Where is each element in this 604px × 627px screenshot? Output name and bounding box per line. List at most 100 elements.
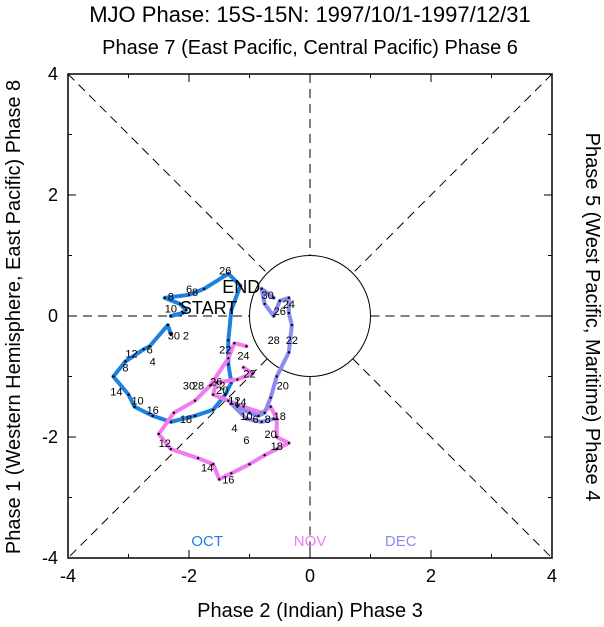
y-tick-label: -2 — [42, 427, 58, 447]
y-tick-label: -4 — [42, 548, 58, 568]
data-point — [178, 302, 182, 306]
x-axis-label: Phase 2 (Indian) Phase 3 — [197, 600, 423, 622]
day-label: 12 — [228, 396, 240, 408]
day-label: 22 — [243, 368, 255, 380]
day-label: 10 — [131, 396, 143, 408]
data-point — [272, 296, 275, 300]
day-label: 28 — [268, 335, 280, 347]
day-label: 6 — [252, 414, 258, 426]
day-label: 28 — [192, 381, 204, 393]
y-tick-label: 0 — [48, 306, 58, 326]
end-label: END — [222, 277, 260, 297]
data-point — [251, 372, 254, 375]
x-tick-label: 0 — [305, 566, 315, 586]
data-point — [245, 345, 248, 348]
day-label: 14 — [110, 387, 122, 399]
data-point — [269, 405, 272, 408]
day-label: 24 — [283, 299, 295, 311]
day-label: 26 — [219, 266, 231, 278]
data-point — [287, 311, 291, 315]
data-point — [112, 375, 115, 378]
data-point — [124, 360, 127, 363]
data-point — [151, 414, 154, 418]
data-point — [245, 417, 248, 421]
data-point — [227, 363, 230, 366]
data-point — [227, 357, 230, 360]
unit-circle — [249, 255, 371, 377]
data-point — [239, 284, 242, 287]
x-tick-label: -4 — [60, 566, 76, 586]
chart-title: MJO Phase: 15S-15N: 1997/10/1-1997/12/31 — [89, 2, 531, 27]
day-label: 20 — [216, 385, 228, 397]
day-label: 18 — [274, 411, 286, 423]
y-tick-label: 4 — [48, 64, 58, 84]
phase-diagonal-line — [67, 73, 268, 274]
right-axis-label: Phase 5 (West Pacific, Maritime) Phase 4 — [581, 133, 603, 502]
day-label: 16 — [222, 474, 234, 486]
data-point — [272, 314, 275, 318]
data-point — [127, 393, 130, 396]
data-point — [287, 441, 291, 445]
day-label: 30 — [168, 330, 180, 342]
data-point — [230, 402, 233, 405]
data-point — [224, 393, 227, 396]
legend-nov: NOV — [294, 533, 327, 550]
day-label: 14 — [234, 397, 246, 409]
day-label: 18 — [271, 441, 283, 453]
data-point — [212, 393, 215, 396]
data-point — [227, 272, 230, 275]
data-point — [287, 351, 291, 354]
day-label: 24 — [237, 350, 249, 362]
data-point — [248, 463, 251, 466]
data-point — [287, 296, 291, 300]
day-label: 10 — [165, 304, 177, 316]
day-label: 22 — [219, 344, 231, 356]
day-label: 26 — [274, 306, 286, 318]
day-label: 8 — [168, 292, 174, 304]
legend-dec: DEC — [385, 533, 417, 550]
day-label: 30 — [262, 290, 274, 302]
data-point — [275, 435, 278, 439]
data-point — [215, 381, 218, 384]
data-point — [257, 414, 260, 418]
data-point — [218, 478, 221, 481]
day-label: 2 — [219, 381, 225, 393]
data-point — [269, 396, 272, 399]
data-point — [278, 299, 281, 303]
day-label: 18 — [180, 414, 192, 426]
data-point — [208, 384, 212, 387]
data-point — [193, 399, 197, 402]
day-label: 4 — [231, 423, 237, 435]
day-label: 8 — [192, 287, 198, 299]
day-label: 26 — [210, 376, 222, 388]
data-point — [272, 417, 275, 421]
data-point — [260, 287, 263, 290]
data-point — [230, 308, 233, 312]
day-label: 22 — [286, 335, 298, 347]
data-point — [275, 417, 278, 421]
phase-diagonal-line — [67, 358, 268, 559]
data-point — [142, 348, 145, 351]
data-point — [212, 408, 215, 411]
data-point — [148, 345, 151, 348]
data-point — [157, 432, 160, 436]
data-point — [166, 323, 170, 327]
data-point — [263, 411, 266, 414]
left-axis-label: Phase 1 (Western Hemisphere, East Pacifi… — [3, 80, 25, 554]
data-point — [260, 420, 263, 424]
data-point — [187, 293, 191, 297]
day-label: 6 — [243, 435, 249, 447]
data-point — [133, 405, 136, 408]
day-label: 6 — [186, 284, 192, 296]
y-tick-label: 2 — [48, 185, 58, 205]
data-point — [212, 463, 215, 466]
legend-oct: OCT — [191, 533, 223, 550]
phase-diagonal-line — [352, 73, 553, 274]
data-point — [236, 378, 239, 381]
x-tick-label: 4 — [547, 566, 557, 586]
data-point — [169, 447, 173, 451]
data-point — [169, 332, 173, 336]
top-axis-label: Phase 7 (East Pacific, Central Pacific) … — [102, 37, 518, 59]
day-label: 2 — [183, 330, 189, 342]
